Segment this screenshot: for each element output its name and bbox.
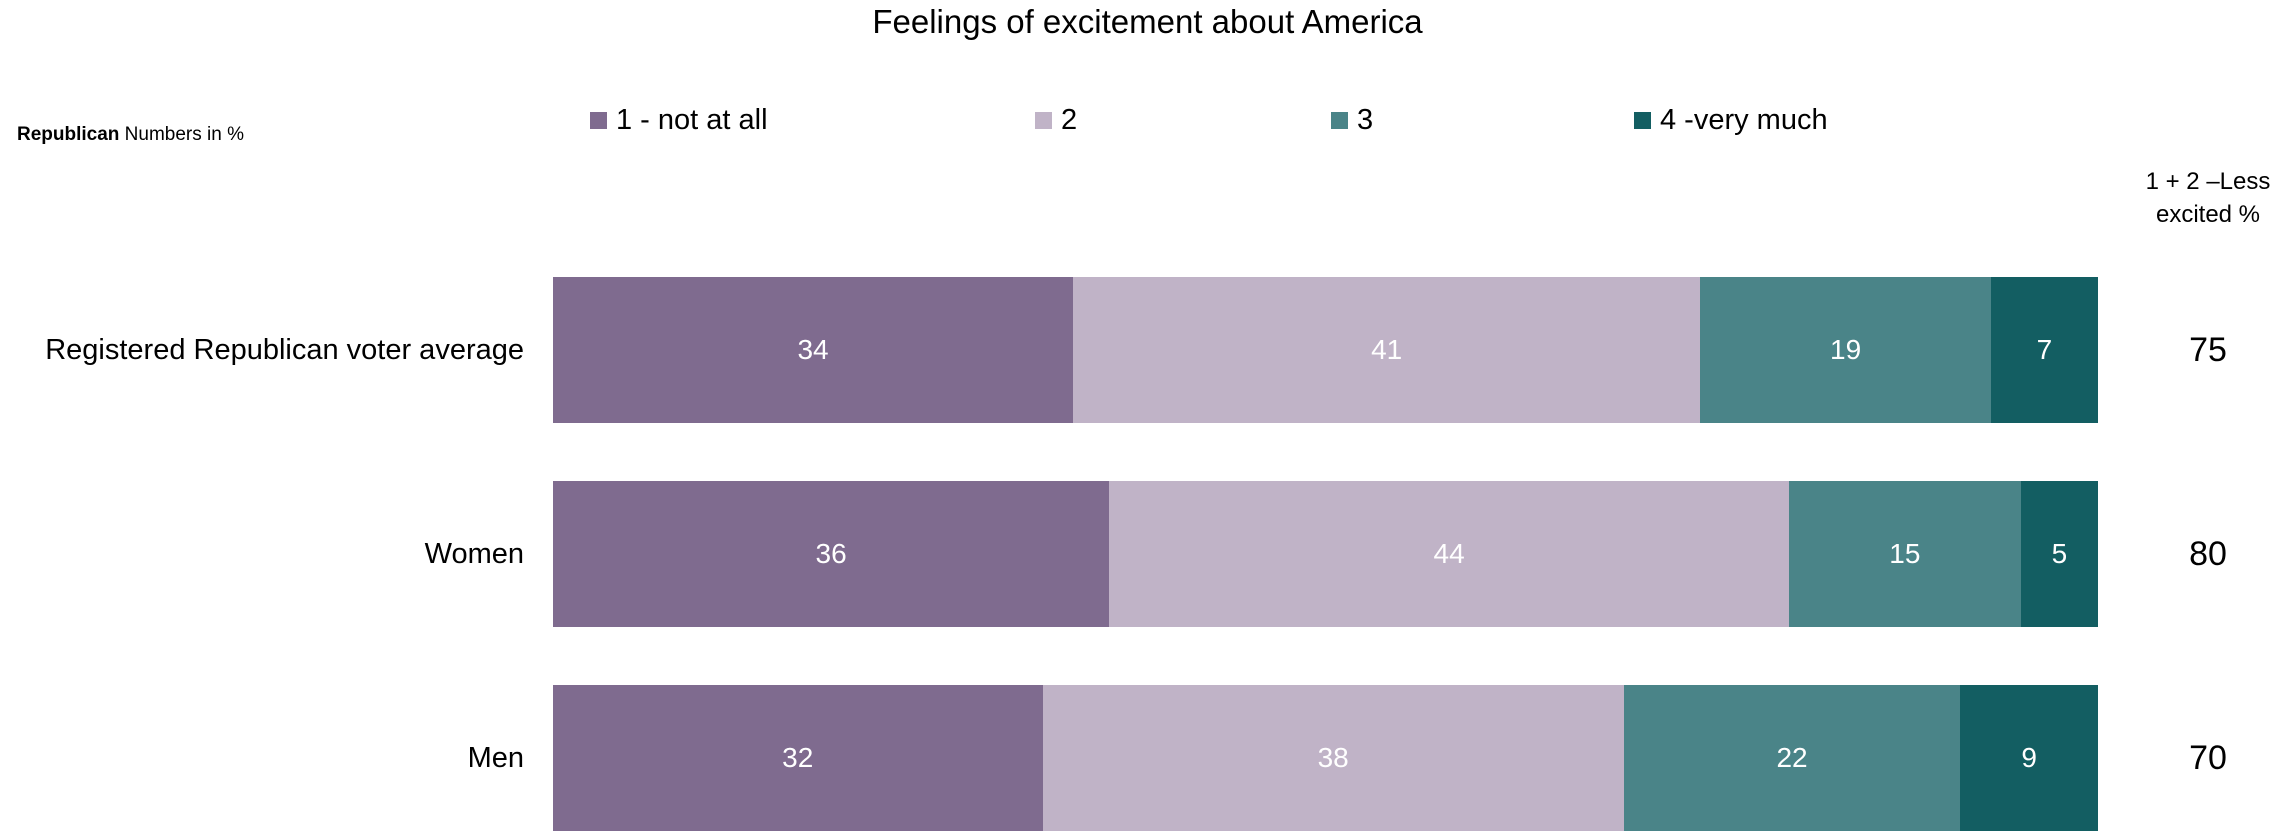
legend-item-very-much: 4 -very much — [1634, 102, 1828, 138]
legend-swatch-not-at-all — [590, 111, 607, 129]
legend-item-3: 3 — [1331, 102, 1373, 138]
row-label-registered-republican-voter-average: Registered Republican voter average — [45, 334, 524, 366]
data-label-registered-republican-voter-average-4-very-much: 7 — [2036, 334, 2053, 365]
stacked-bar-women: 36 44 15 5 — [553, 481, 2098, 627]
less-excited-value-men: 70 — [2189, 739, 2227, 777]
bar-segment-registered-republican-voter-average-2: 41 — [1073, 277, 1701, 423]
data-label-women-3: 15 — [1889, 538, 1921, 569]
chart-legend: 1 - not at all 2 3 4 -very much — [0, 102, 2295, 138]
bar-segment-women-3: 15 — [1788, 481, 2021, 627]
less-excited-value-women: 80 — [2189, 535, 2227, 573]
chart-title: Feelings of excitement about America — [872, 3, 1423, 40]
legend-swatch-2 — [1035, 111, 1052, 129]
bar-segment-women-4-very-much: 5 — [2020, 481, 2098, 627]
data-label-men-1-not-at-all: 32 — [782, 742, 814, 773]
legend-item-not-at-all: 1 - not at all — [590, 102, 768, 138]
less-excited-column-header: 1 + 2 –Less excited % — [2118, 165, 2295, 231]
legend-item-2: 2 — [1035, 102, 1077, 138]
legend-label-not-at-all: 1 - not at all — [616, 104, 768, 136]
bar-segment-men-2: 38 — [1042, 685, 1624, 831]
stacked-bar-men: 32 38 22 9 — [553, 685, 2098, 831]
legend-swatch-3 — [1331, 111, 1348, 129]
legend-label-2: 2 — [1061, 104, 1078, 136]
data-label-men-3: 22 — [1776, 742, 1808, 773]
less-excited-header-line-2: excited % — [2155, 201, 2261, 228]
subtitle-group-label: Republican — [17, 124, 120, 145]
bar-segment-registered-republican-voter-average-1-not-at-all: 34 — [553, 277, 1074, 423]
data-label-registered-republican-voter-average-2: 41 — [1371, 334, 1403, 365]
subtitle-units-label: Numbers in % — [119, 124, 245, 145]
data-label-men-2: 38 — [1317, 742, 1349, 773]
less-excited-value-registered-republican-voter-average: 75 — [2189, 331, 2227, 369]
bar-segment-registered-republican-voter-average-3: 19 — [1700, 277, 1991, 423]
legend-label-very-much: 4 -very much — [1660, 104, 1828, 136]
data-label-women-2: 44 — [1433, 538, 1465, 569]
data-label-women-1-not-at-all: 36 — [815, 538, 847, 569]
data-label-women-4-very-much: 5 — [2051, 538, 2068, 569]
bar-segment-registered-republican-voter-average-4-very-much: 7 — [1990, 277, 2098, 423]
data-label-registered-republican-voter-average-3: 19 — [1830, 334, 1862, 365]
legend-swatch-very-much — [1634, 111, 1651, 129]
bar-segment-men-1-not-at-all: 32 — [553, 685, 1043, 831]
legend-label-3: 3 — [1357, 104, 1374, 136]
bar-segment-women-2: 44 — [1109, 481, 1789, 627]
data-label-registered-republican-voter-average-1-not-at-all: 34 — [797, 334, 829, 365]
data-label-men-4-very-much: 9 — [2021, 742, 2037, 773]
bar-segment-women-1-not-at-all: 36 — [553, 481, 1110, 627]
row-label-men: Men — [467, 742, 524, 774]
row-label-women: Women — [424, 538, 524, 570]
chart-subtitle: Republican Numbers in % — [17, 123, 244, 147]
bar-segment-men-3: 22 — [1623, 685, 1961, 831]
stacked-bar-registered-republican-voter-average: 34 41 19 7 — [553, 277, 2098, 423]
less-excited-header-line-1: 1 + 2 –Less — [2145, 168, 2271, 195]
bar-segment-men-4-very-much: 9 — [1960, 685, 2098, 831]
